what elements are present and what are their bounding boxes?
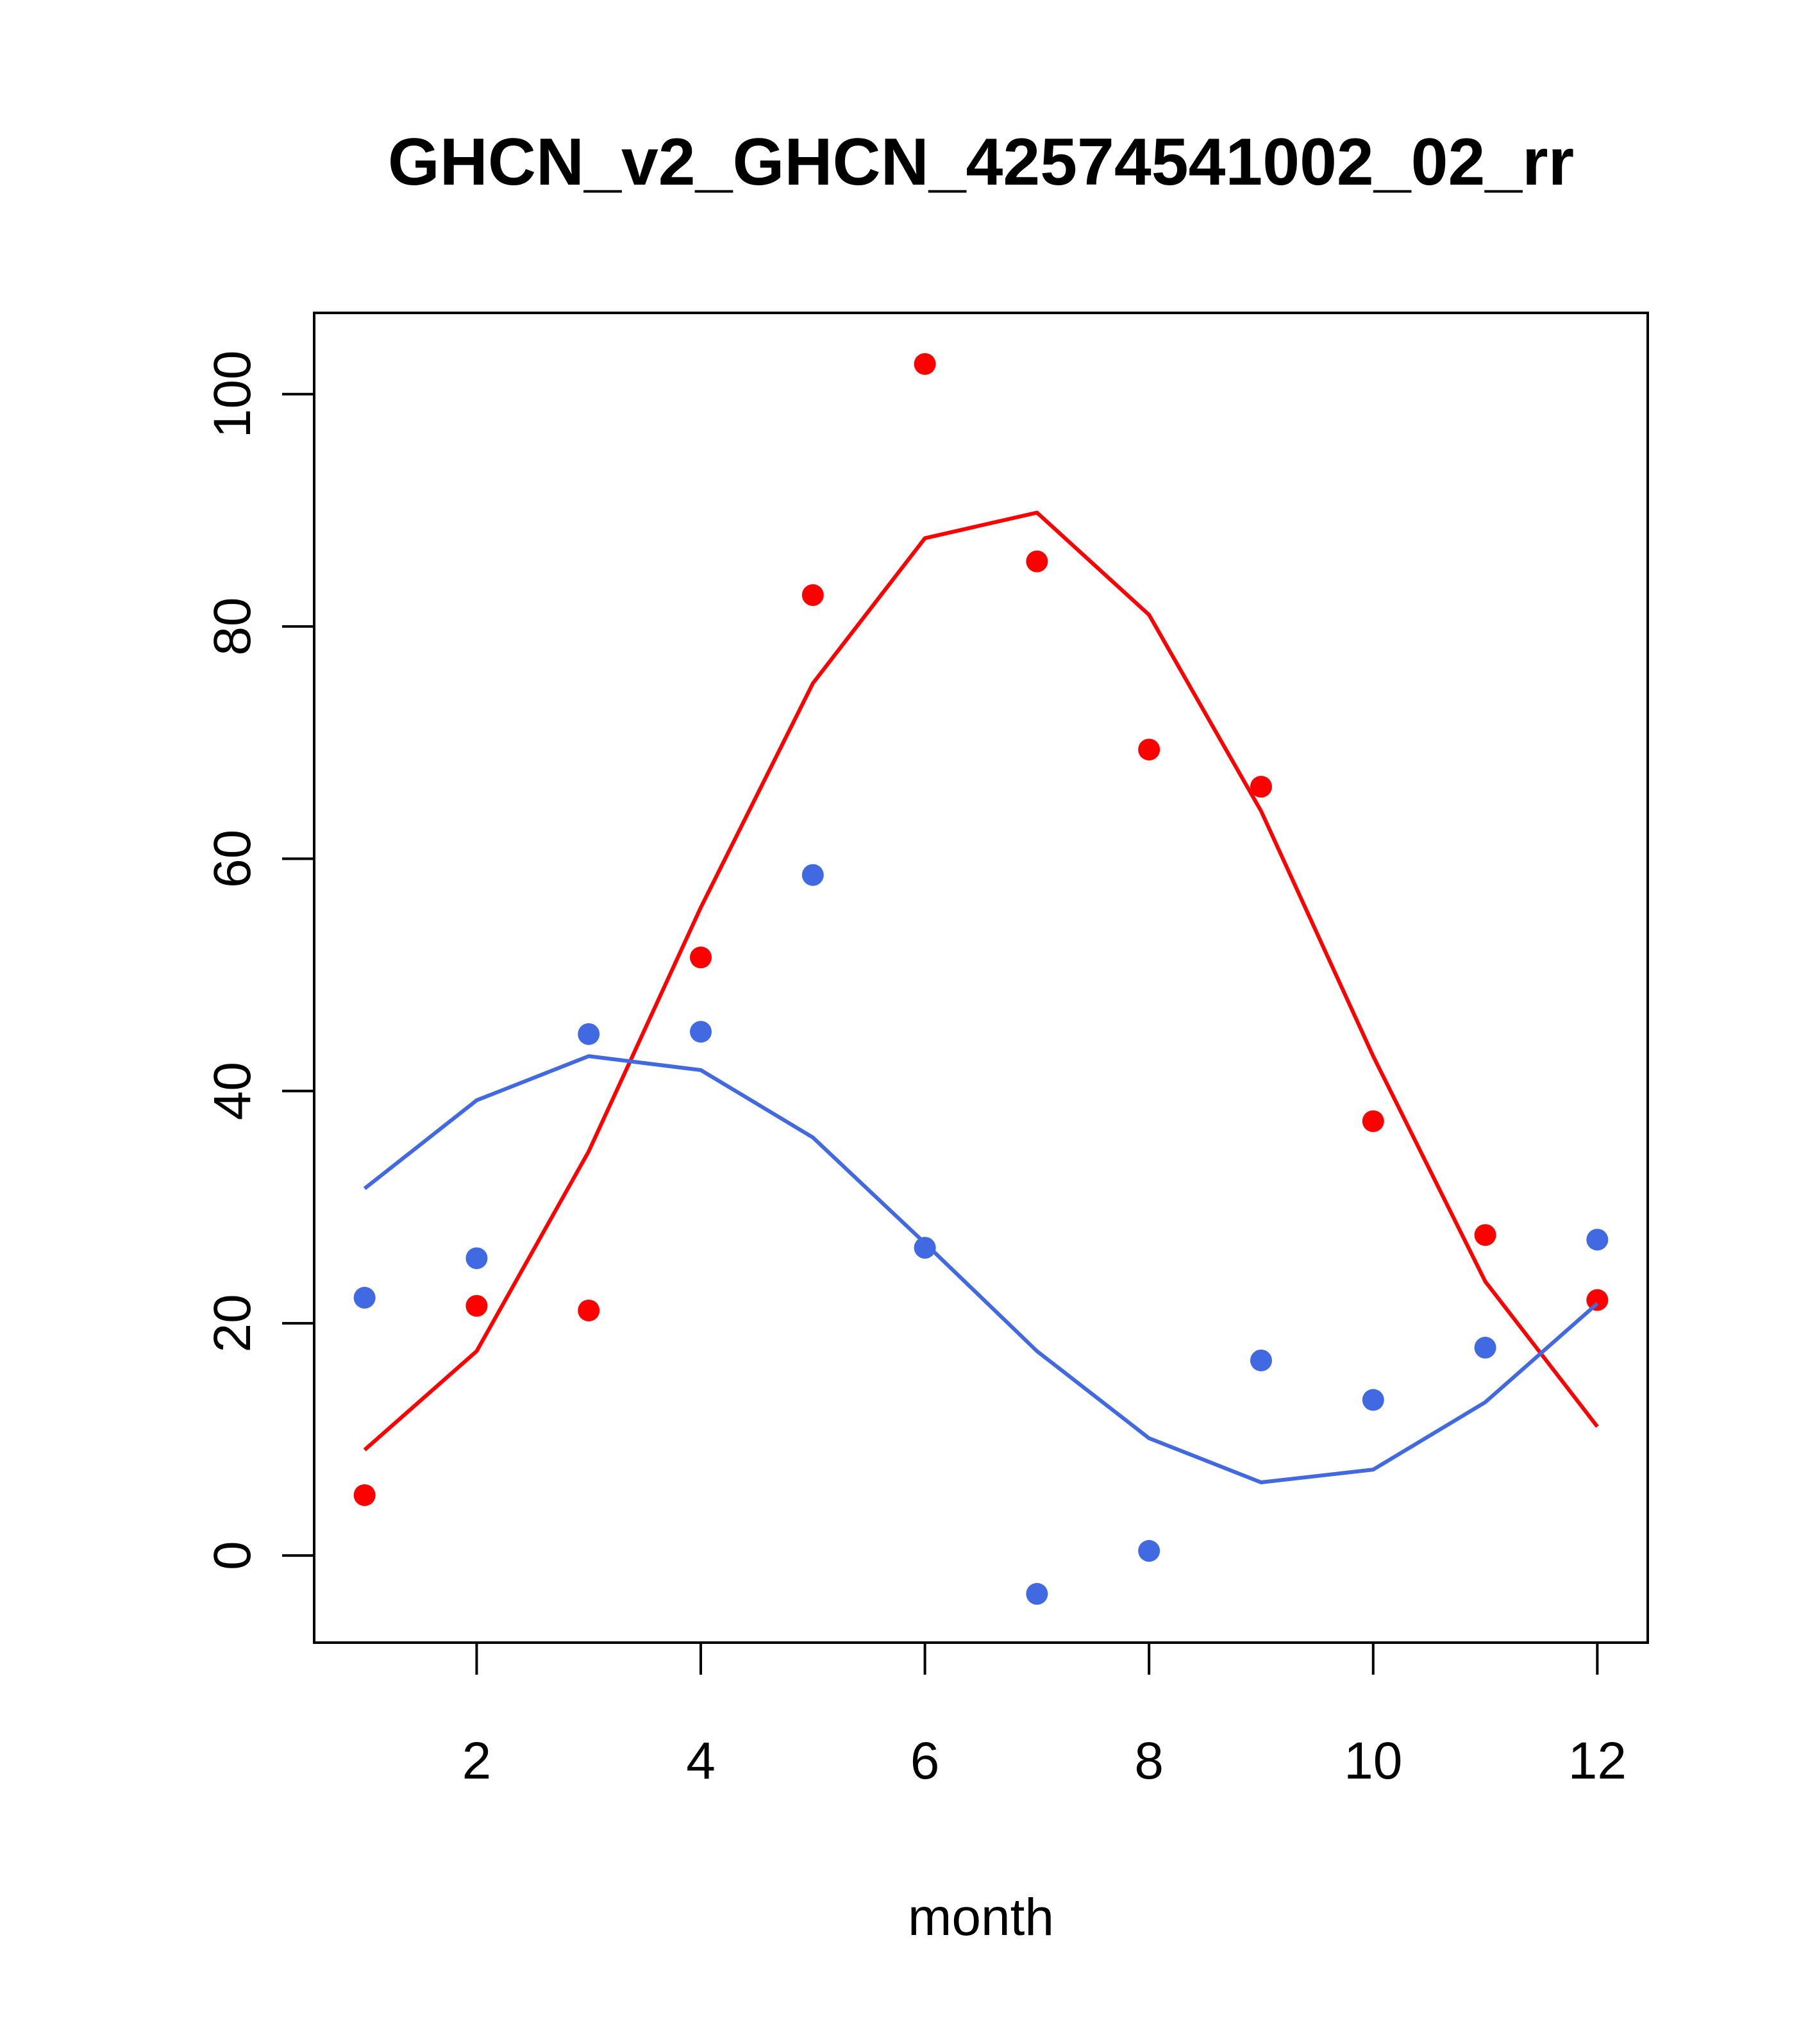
y-tick-label: 100 [203,350,262,438]
series-1-point [801,584,824,607]
series-1-point [1250,776,1272,798]
x-tick-label: 8 [1134,1732,1164,1790]
y-tick-label: 60 [203,830,262,888]
x-tick-label: 10 [1344,1732,1402,1790]
x-tick-label: 4 [686,1732,716,1790]
series-2-point [1138,1539,1160,1562]
series-2-point [690,1021,712,1043]
series-1-point [1362,1110,1384,1132]
series-2-point [465,1247,488,1269]
series-1-point [1586,1289,1609,1311]
series-2-point [1362,1389,1384,1411]
y-tick-label: 0 [203,1541,262,1570]
series-1-point [1474,1224,1496,1246]
series-1-point [353,1484,376,1506]
series-2-point [353,1287,376,1309]
series-2-point [801,864,824,886]
series-2-point [914,1237,936,1259]
series-1-point [1026,550,1048,573]
series-2-point [1026,1582,1048,1605]
y-tick-label: 20 [203,1294,262,1352]
plot-frame [313,312,1649,1644]
x-tick-label: 6 [910,1732,940,1790]
series-1-point [578,1299,600,1321]
y-tick-label: 40 [203,1062,262,1120]
series-1-point [914,353,936,375]
plot-area: 2 4 6 8 10 12 0 20 40 60 80 100 [203,312,1649,1790]
series-2-point [1250,1349,1272,1371]
series-2-line [363,1054,1599,1485]
series-2-point [1474,1336,1496,1359]
y-tick-label: 80 [203,597,262,655]
x-axis-label: month [908,1888,1054,1947]
chart-title: GHCN_v2_GHCN_42574541002_02_rr [388,125,1574,199]
x-tick-label: 12 [1568,1732,1627,1790]
series-1-point [465,1294,488,1317]
x-tick-label: 2 [462,1732,492,1790]
series-2-point [1586,1228,1609,1251]
series-1-point [1138,739,1160,761]
series-1-line [363,510,1599,1452]
series-1-point [690,946,712,969]
series-2-point [578,1023,600,1045]
